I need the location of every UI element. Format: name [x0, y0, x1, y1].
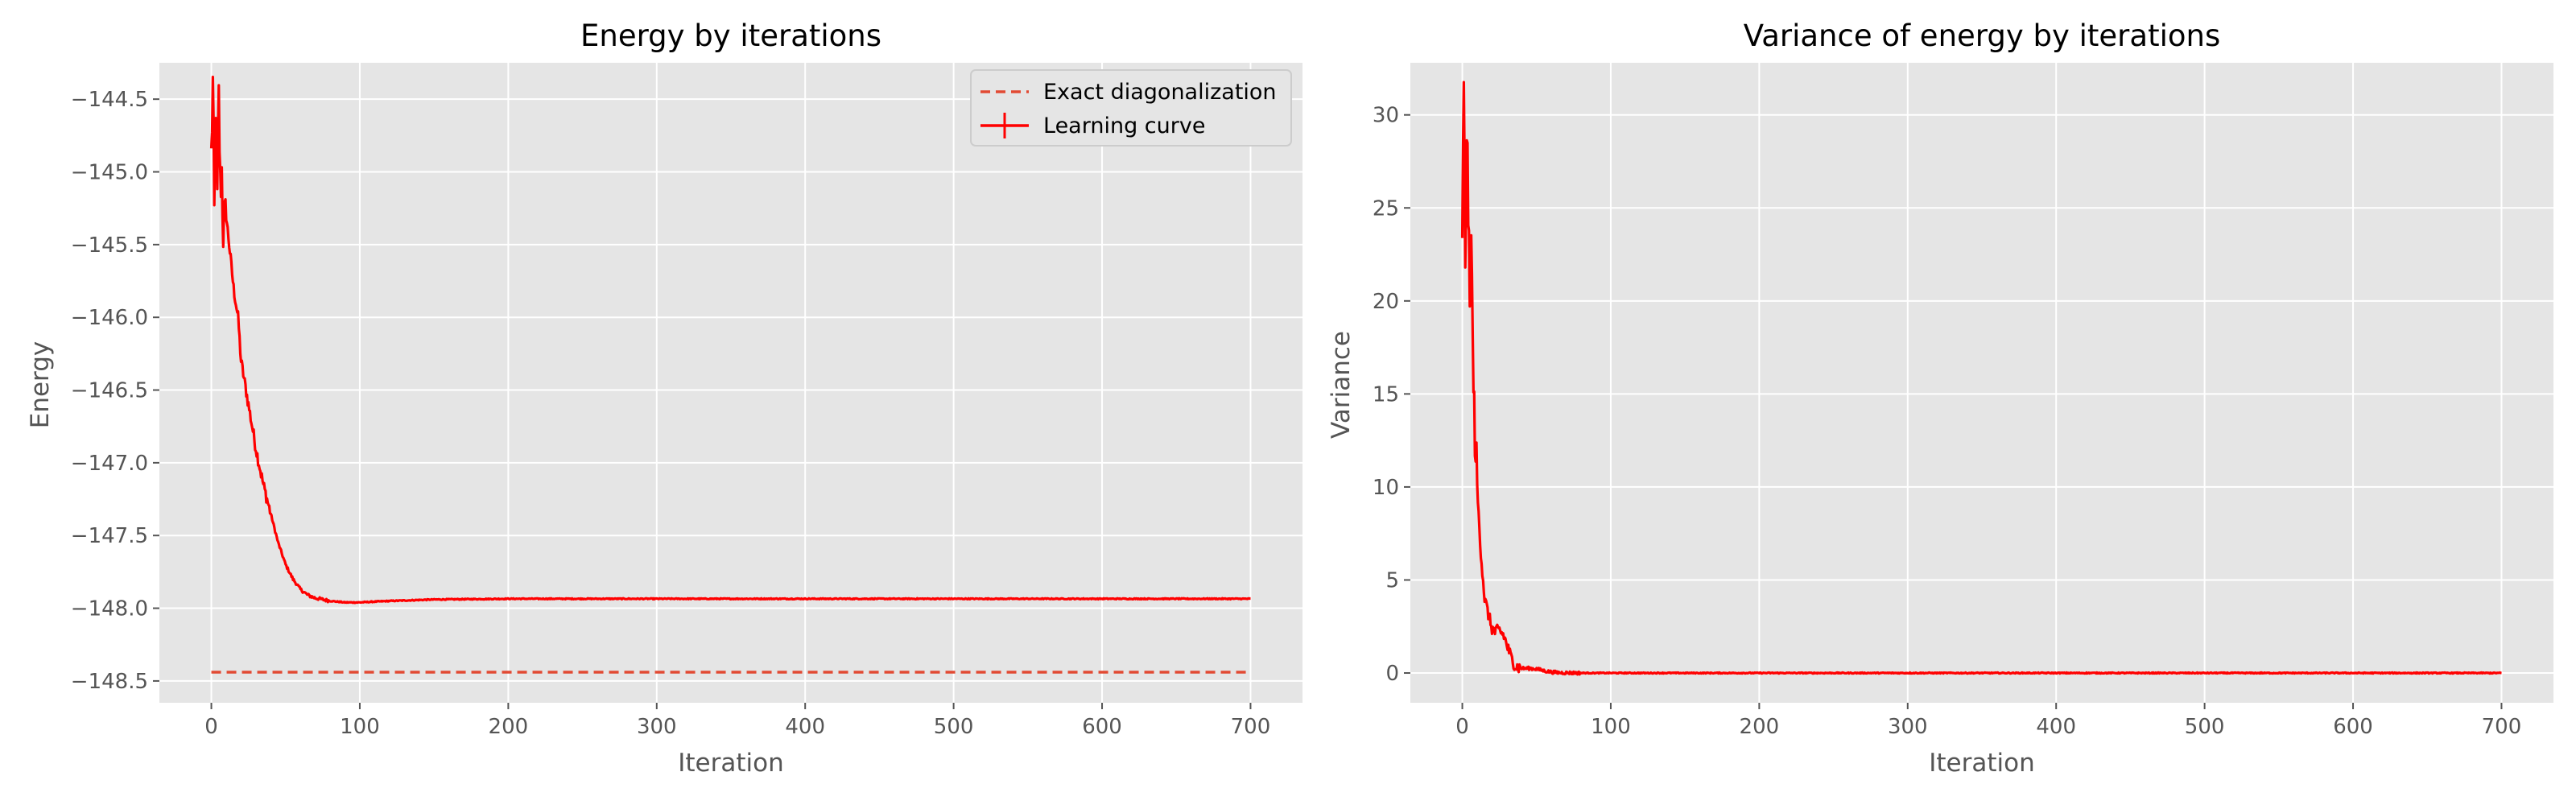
energy-legend: Exact diagonalization Learning curve	[970, 69, 1292, 147]
energy-x-tick-label: 200	[489, 715, 529, 739]
variance-y-tick-label: 10	[1373, 476, 1399, 500]
energy-chart-title: Energy by iterations	[580, 19, 881, 53]
variance-x-tick-label: 600	[2333, 715, 2373, 739]
learning-curve-line	[209, 75, 1252, 605]
energy-x-tick-label: 700	[1231, 715, 1271, 739]
energy-marks	[209, 75, 1252, 674]
variance-x-tick-label: 700	[2482, 715, 2522, 739]
energy-x-tick-label: 400	[785, 715, 825, 739]
energy-y-tick-label: −146.0	[71, 306, 148, 330]
energy-y-tick-label: −148.5	[71, 670, 148, 694]
energy-x-tick-label: 600	[1082, 715, 1122, 739]
variance-x-tick-label: 400	[2036, 715, 2076, 739]
variance-x-tick-label: 0	[1455, 715, 1469, 739]
energy-y-tick-label: −145.0	[71, 161, 148, 185]
variance-chart-title: Variance of energy by iterations	[1744, 19, 2220, 53]
legend-exact-label: Exact diagonalization	[1043, 80, 1277, 105]
variance-y-tick-label: 5	[1385, 568, 1399, 592]
variance-x-tick-label: 300	[1888, 715, 1928, 739]
energy-gridlines	[159, 63, 1302, 703]
variance-x-axis-label: Iteration	[1929, 749, 2035, 778]
energy-x-tick-label: 0	[204, 715, 218, 739]
variance-y-tick-label: 0	[1385, 662, 1399, 686]
variance-x-tick-label: 500	[2185, 715, 2225, 739]
variance-x-tick-label: 200	[1740, 715, 1780, 739]
variance-x-tick-label: 100	[1591, 715, 1631, 739]
energy-x-ticks: 0 100 200 300 400 500 600 700	[204, 703, 1270, 739]
variance-curve-line	[1460, 80, 2503, 676]
energy-y-tick-label: −145.5	[71, 233, 148, 258]
variance-chart: 0 100 200 300 400 500 600 700 0 5 10 15 20 25 30 Vari…	[1327, 19, 2553, 778]
variance-x-ticks: 0 100 200 300 400 500 600 700	[1455, 703, 2521, 739]
energy-x-tick-label: 300	[637, 715, 677, 739]
variance-plot-area	[1410, 63, 2553, 703]
energy-y-ticks: −148.5 −148.0 −147.5 −147.0 −146.5 −146.0 −145…	[71, 88, 159, 694]
energy-x-tick-label: 500	[934, 715, 974, 739]
variance-y-tick-label: 20	[1373, 290, 1399, 314]
variance-y-tick-label: 30	[1373, 104, 1399, 128]
energy-chart: 0 100 200 300 400 500 600 700 −148.5 −148.0 −147.…	[26, 19, 1302, 778]
legend-box	[970, 69, 1292, 147]
energy-x-axis-label: Iteration	[678, 749, 784, 778]
variance-y-ticks: 0 5 10 15 20 25 30	[1373, 104, 1410, 686]
variance-marks	[1460, 80, 2503, 676]
energy-y-tick-label: −148.0	[71, 597, 148, 621]
energy-x-tick-label: 100	[340, 715, 380, 739]
energy-y-tick-label: −146.5	[71, 379, 148, 403]
energy-plot-area	[159, 63, 1302, 703]
legend-learning-label: Learning curve	[1043, 114, 1205, 138]
energy-y-axis-label: Energy	[26, 341, 55, 429]
energy-y-tick-label: −144.5	[71, 88, 148, 112]
variance-y-axis-label: Variance	[1327, 331, 1356, 439]
energy-y-tick-label: −147.0	[71, 452, 148, 476]
variance-y-tick-label: 25	[1373, 196, 1399, 221]
energy-y-tick-label: −147.5	[71, 524, 148, 548]
variance-y-tick-label: 15	[1373, 382, 1399, 407]
